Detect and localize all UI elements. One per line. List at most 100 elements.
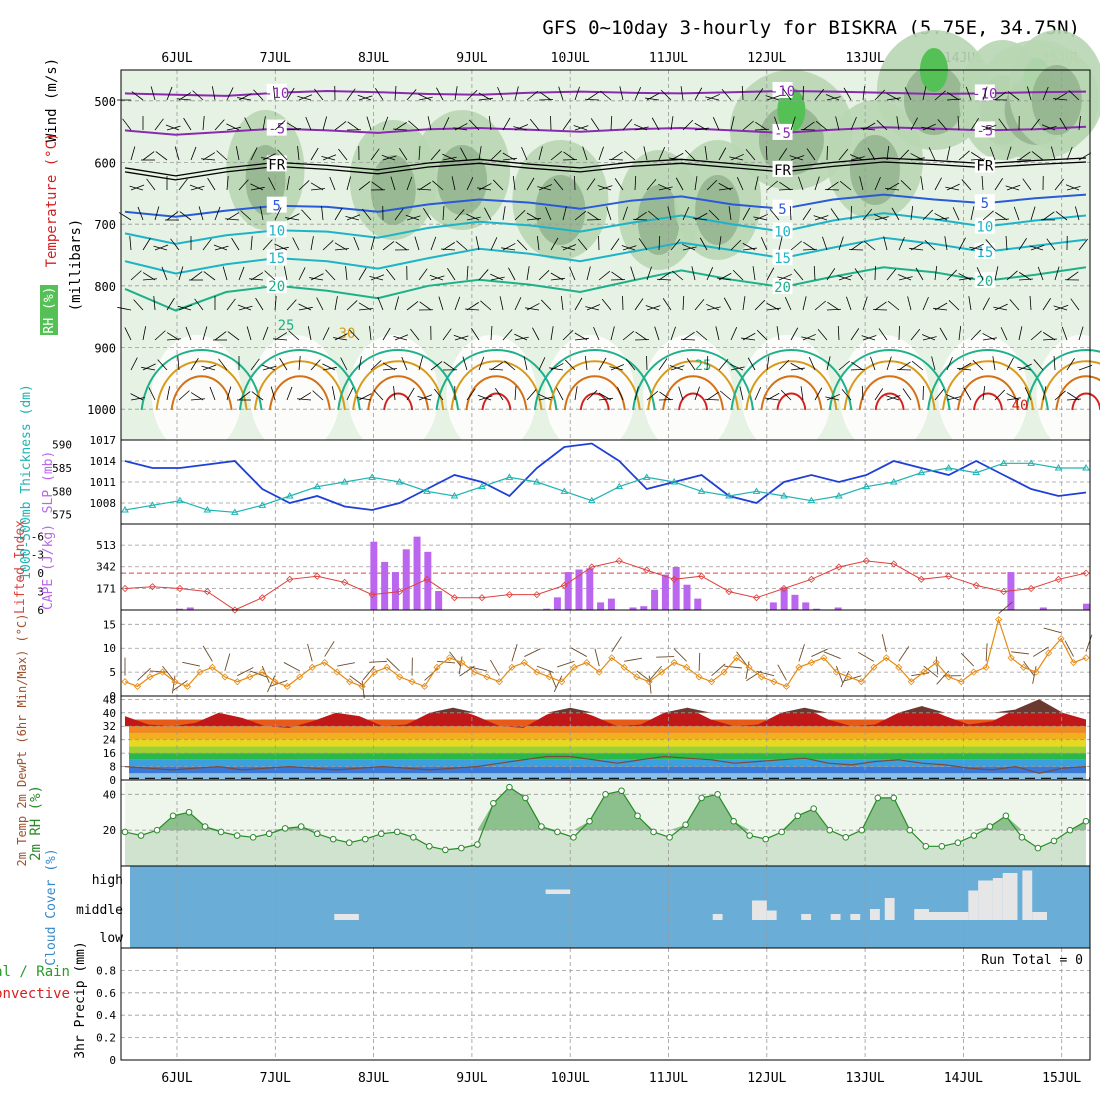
wind-barb xyxy=(443,361,456,371)
wind-barb xyxy=(933,307,948,311)
isotherm-35-arc xyxy=(367,375,430,411)
wind-barb xyxy=(526,217,541,221)
wind-barb xyxy=(971,152,984,161)
wind-barb xyxy=(840,670,850,688)
wind-barb xyxy=(1011,651,1030,655)
wind-barb xyxy=(667,206,672,221)
wind-barb xyxy=(600,90,612,101)
bottom-date-label: 15JUL xyxy=(1042,1071,1081,1086)
wind-barb xyxy=(564,359,576,371)
wind-barb xyxy=(574,386,578,401)
wind-barb xyxy=(778,273,792,281)
wind-barb xyxy=(362,208,372,221)
wind-barb xyxy=(250,358,260,371)
wind-barb xyxy=(885,187,900,191)
lifted-cape-panel: 171 342 513 -6 -3 0 3 6 xyxy=(31,523,1091,617)
wind-barb xyxy=(610,364,625,371)
isotherm-25-arc xyxy=(926,349,1049,411)
isotherm-label: 15 xyxy=(774,251,791,267)
wind-barb xyxy=(333,337,348,341)
wind-barb xyxy=(502,117,511,131)
wind-barb xyxy=(1006,184,1021,191)
cape-bar xyxy=(791,594,799,610)
wind-barb xyxy=(1006,146,1012,161)
wind-barb xyxy=(730,153,744,161)
wind-barb xyxy=(982,337,997,341)
wind-barb xyxy=(261,157,276,161)
wind-barb xyxy=(765,95,780,101)
wind-barb xyxy=(982,124,997,131)
rh-tick-label: 20 xyxy=(103,824,116,837)
wind-barb xyxy=(490,659,500,676)
wind-speed-marker xyxy=(508,663,516,671)
isotherm-25-arc xyxy=(533,349,656,411)
wind-barb xyxy=(466,213,480,221)
wind-barb xyxy=(198,206,204,221)
wind-barb xyxy=(250,183,264,191)
rh-marker xyxy=(426,842,433,850)
wind-barb xyxy=(418,96,433,101)
wind-barb xyxy=(1055,211,1068,221)
wind-barb xyxy=(1054,178,1064,191)
temp-area xyxy=(125,699,1086,728)
lifted-index-marker xyxy=(1054,575,1063,583)
wind-barb xyxy=(262,326,269,341)
wind-speed-marker xyxy=(545,673,553,681)
wind-barb xyxy=(945,186,960,191)
wind-barb xyxy=(682,119,694,131)
wind-barb xyxy=(823,651,841,659)
cape-bar xyxy=(813,608,821,610)
thickness-marker xyxy=(121,506,129,513)
wind-barb xyxy=(874,301,887,311)
wind-barb xyxy=(321,206,324,221)
thickness-marker xyxy=(972,468,981,476)
rh-marker xyxy=(938,842,946,850)
wind-barb xyxy=(532,327,540,341)
contour-label-bg xyxy=(772,249,793,266)
wind-barb xyxy=(449,651,461,667)
wind-barb xyxy=(1005,236,1008,251)
wind-barb xyxy=(598,397,613,401)
wind-barb xyxy=(582,146,588,161)
wind-barb xyxy=(994,178,1003,191)
cloud-bar xyxy=(545,889,571,894)
wind-barb xyxy=(1024,387,1032,401)
wind-barb xyxy=(1030,206,1036,221)
wind-barb xyxy=(659,391,672,401)
cape-bar xyxy=(564,572,572,610)
wind-barb xyxy=(202,326,208,341)
wind-barb xyxy=(130,146,136,161)
wind-barb xyxy=(226,176,229,191)
cape-bar xyxy=(640,606,648,610)
rh-marker xyxy=(762,835,769,843)
wind-barb xyxy=(587,211,600,221)
rh-marker xyxy=(826,826,834,834)
rh-marker xyxy=(890,794,898,802)
wind-barb xyxy=(948,299,960,311)
wind-barb xyxy=(813,215,828,221)
wind-barb xyxy=(423,208,432,221)
cape-bar xyxy=(1083,603,1090,610)
wind-barb xyxy=(696,330,708,341)
wind-barb xyxy=(970,158,985,161)
wind-barb xyxy=(349,675,365,687)
isotherm-40-arc xyxy=(678,392,709,411)
wind-barb xyxy=(814,215,829,221)
wind-barb xyxy=(590,118,600,131)
wind-barb xyxy=(366,116,372,131)
wind-barb xyxy=(608,158,624,161)
wind-barb xyxy=(358,393,372,401)
rh-50-region xyxy=(535,175,586,245)
wind-barb xyxy=(526,90,539,101)
wind-barb xyxy=(1031,151,1044,161)
wind-barb xyxy=(989,146,996,161)
wind-barb xyxy=(273,86,276,101)
wind-barb xyxy=(944,236,948,251)
wind-barb xyxy=(900,179,912,191)
wind-barb xyxy=(430,149,441,161)
wind-barb xyxy=(465,308,480,311)
wind-barb xyxy=(754,88,764,101)
wind-barb xyxy=(718,236,722,251)
rh-marker xyxy=(442,846,449,854)
wind-speed-marker xyxy=(920,668,928,676)
